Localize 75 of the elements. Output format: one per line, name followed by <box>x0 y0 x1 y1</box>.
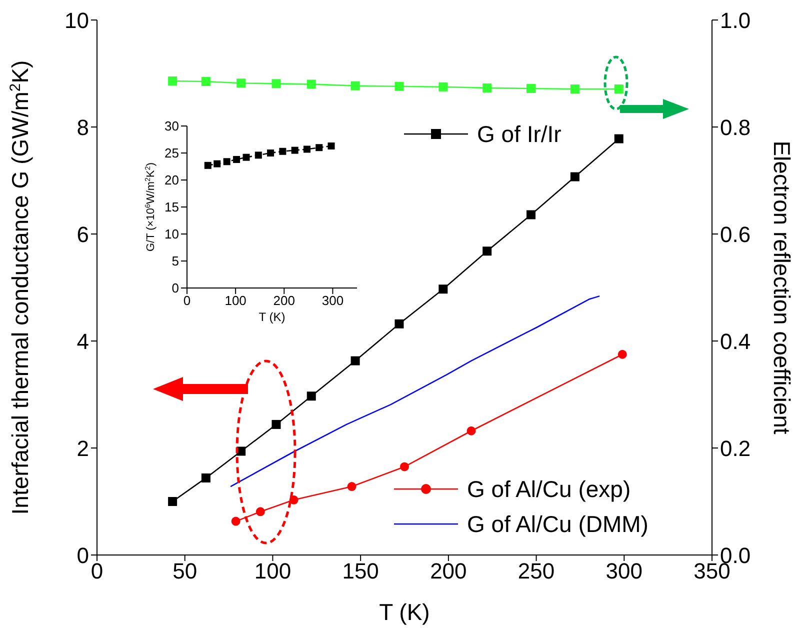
y-tick-label: 0 <box>76 542 89 568</box>
y2-tick-label: 0.4 <box>720 328 751 354</box>
point <box>328 142 335 150</box>
y2-tick-label: 0.2 <box>720 436 751 461</box>
x-tick-label: 300 <box>322 293 344 308</box>
legend-label: G of Al/Cu (DMM) <box>467 511 648 537</box>
y2-axis-title: Electron reflection coefficient <box>769 140 795 435</box>
point <box>256 507 265 516</box>
y-tick-label: 30 <box>164 118 179 134</box>
point <box>204 162 212 169</box>
point <box>306 80 316 89</box>
point <box>233 156 240 163</box>
point <box>347 482 356 492</box>
x-tick-label: 300 <box>606 558 642 584</box>
x-tick-label: 100 <box>254 558 292 584</box>
y-tick-label: 15 <box>164 200 179 215</box>
legend-label: G of Al/Cu (exp) <box>467 476 631 502</box>
y-tick-label: 10 <box>164 226 179 242</box>
point <box>570 172 580 182</box>
point <box>168 76 178 86</box>
point <box>570 84 580 94</box>
point <box>526 210 536 220</box>
y-tick-label: 10 <box>64 8 89 33</box>
y-tick-label: 20 <box>164 172 179 188</box>
y2-tick-label: 0.8 <box>720 114 751 140</box>
point <box>201 473 210 482</box>
point <box>438 82 448 92</box>
y-tick-label: 6 <box>76 222 89 247</box>
point <box>400 462 409 472</box>
legend-label: G of Ir/Ir <box>477 121 562 147</box>
point <box>466 426 476 436</box>
point <box>272 420 281 429</box>
point <box>168 497 178 506</box>
point <box>316 144 323 152</box>
point <box>223 158 230 166</box>
x-tick-label: 0 <box>183 293 191 308</box>
y-tick-label: 2 <box>76 436 89 461</box>
point <box>438 284 448 294</box>
point <box>394 82 404 91</box>
point <box>303 146 310 153</box>
x-tick-label: 200 <box>273 293 295 308</box>
point <box>279 148 286 155</box>
point <box>350 356 360 366</box>
point <box>272 79 281 88</box>
point <box>614 84 624 94</box>
point <box>214 160 221 168</box>
point <box>242 154 250 161</box>
y-tick-label: 5 <box>172 254 179 269</box>
x-tick-label: 100 <box>224 293 246 308</box>
x-axis-title: T (K) <box>379 599 430 625</box>
x-tick-label: 50 <box>172 558 198 584</box>
point <box>482 83 492 92</box>
y-tick-label: 25 <box>164 146 179 161</box>
point <box>291 146 298 154</box>
point <box>618 350 627 359</box>
y-tick-label: 4 <box>76 328 89 354</box>
y-tick-label: 8 <box>76 114 89 140</box>
point <box>236 78 246 88</box>
point <box>231 516 240 526</box>
point <box>267 150 274 156</box>
point <box>526 84 536 93</box>
y2-tick-label: 0.6 <box>720 222 751 247</box>
x-tick-label: 150 <box>342 558 379 584</box>
point <box>614 134 624 144</box>
y2-tick-label: 1.0 <box>720 8 751 33</box>
x-tick-label: 250 <box>518 558 555 584</box>
point <box>201 77 210 86</box>
x-axis-title: T (K) <box>258 310 286 324</box>
y-tick-label: 0 <box>172 280 179 296</box>
point <box>350 81 360 90</box>
point <box>394 319 404 328</box>
point <box>306 392 316 401</box>
point <box>482 246 492 256</box>
x-tick-label: 200 <box>430 558 467 584</box>
point <box>254 152 262 159</box>
